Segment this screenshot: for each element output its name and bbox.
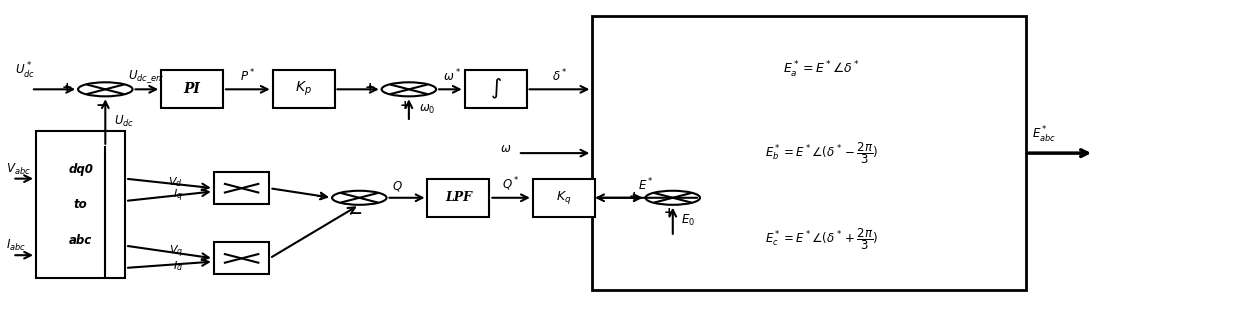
Text: PI: PI xyxy=(183,82,201,96)
Circle shape xyxy=(382,82,436,96)
Text: $V_q$: $V_q$ xyxy=(169,244,183,260)
Circle shape xyxy=(332,191,387,205)
Text: dq0: dq0 xyxy=(68,163,93,175)
Text: $\int$: $\int$ xyxy=(489,77,502,101)
Text: $P^*$: $P^*$ xyxy=(240,68,255,85)
Text: to: to xyxy=(73,198,88,211)
Text: $\omega$: $\omega$ xyxy=(501,142,512,155)
Bar xyxy=(592,16,1026,290)
Text: $\omega_0$: $\omega_0$ xyxy=(419,102,435,116)
Bar xyxy=(214,242,270,274)
Text: $U_{dc\_err}$: $U_{dc\_err}$ xyxy=(129,68,165,85)
Text: $K_q$: $K_q$ xyxy=(556,189,571,206)
Text: $I_q$: $I_q$ xyxy=(173,188,183,204)
Text: $V_{abc}$: $V_{abc}$ xyxy=(6,161,31,177)
Text: abc: abc xyxy=(69,234,92,247)
Text: $E_0$: $E_0$ xyxy=(681,213,695,228)
Text: $\delta^*$: $\delta^*$ xyxy=(551,68,567,85)
Bar xyxy=(214,172,270,204)
Text: $I_{abc}$: $I_{abc}$ xyxy=(6,238,26,253)
Text: $Q$: $Q$ xyxy=(393,179,403,193)
Bar xyxy=(533,179,595,217)
Text: $V_d$: $V_d$ xyxy=(169,175,183,189)
Bar xyxy=(36,131,125,278)
Bar xyxy=(273,70,335,108)
Text: $U_{dc}$: $U_{dc}$ xyxy=(114,114,134,129)
Circle shape xyxy=(646,191,700,205)
Bar xyxy=(427,179,489,217)
Text: −: − xyxy=(95,98,108,113)
Text: $E^*_{abc}$: $E^*_{abc}$ xyxy=(1032,125,1056,145)
Text: +: + xyxy=(628,190,639,203)
Text: $Q^*$: $Q^*$ xyxy=(502,175,520,193)
Text: +: + xyxy=(61,81,72,94)
Text: $K_p$: $K_p$ xyxy=(295,80,312,99)
Text: −: − xyxy=(349,206,362,221)
Text: $I_d$: $I_d$ xyxy=(172,259,183,273)
Text: $\omega^*$: $\omega^*$ xyxy=(444,68,461,85)
Text: $E^*_c = E^* \angle(\delta^* + \dfrac{2\pi}{3})$: $E^*_c = E^* \angle(\delta^* + \dfrac{2\… xyxy=(764,226,878,252)
Text: $U^*_{dc}$: $U^*_{dc}$ xyxy=(15,61,35,81)
Text: $E^*_b = E^* \angle(\delta^* - \dfrac{2\pi}{3})$: $E^*_b = E^* \angle(\delta^* - \dfrac{2\… xyxy=(764,140,878,166)
Text: +: + xyxy=(315,190,326,203)
Text: $E^*$: $E^*$ xyxy=(638,176,654,193)
Text: +: + xyxy=(400,99,410,112)
Circle shape xyxy=(78,82,133,96)
Text: $E^*_a = E^* \angle \delta^*$: $E^*_a = E^* \angle \delta^*$ xyxy=(783,60,860,80)
Text: +: + xyxy=(664,206,674,219)
Bar xyxy=(161,70,223,108)
Text: LPF: LPF xyxy=(445,191,472,204)
Bar xyxy=(465,70,527,108)
Text: +: + xyxy=(364,81,375,94)
